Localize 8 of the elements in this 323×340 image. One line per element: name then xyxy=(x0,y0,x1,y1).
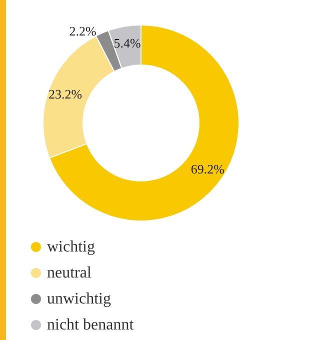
data-label: 69.2% xyxy=(190,161,225,176)
legend-label: neutral xyxy=(47,264,92,282)
data-label: 23.2% xyxy=(48,86,82,102)
data-label: 5.4% xyxy=(114,36,142,51)
legend-label: wichtig xyxy=(47,238,95,256)
legend-label: unwichtig xyxy=(47,290,111,308)
data-label: 2.2% xyxy=(69,24,96,39)
legend-label: nicht benannt xyxy=(47,316,134,334)
